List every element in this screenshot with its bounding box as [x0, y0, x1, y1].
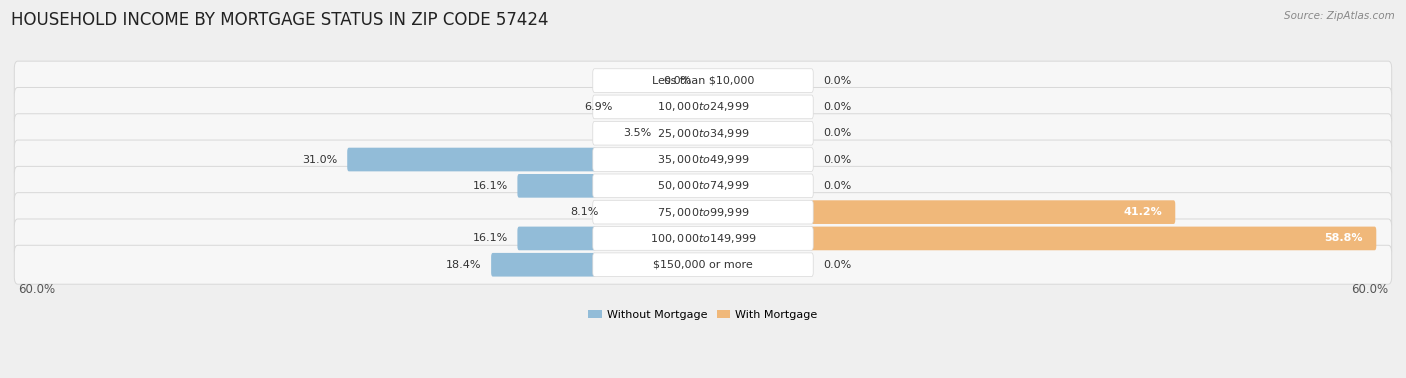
FancyBboxPatch shape [14, 61, 1392, 100]
FancyBboxPatch shape [593, 253, 813, 277]
Text: $100,000 to $149,999: $100,000 to $149,999 [650, 232, 756, 245]
Text: Less than $10,000: Less than $10,000 [652, 76, 754, 85]
Text: $150,000 or more: $150,000 or more [654, 260, 752, 270]
FancyBboxPatch shape [593, 121, 813, 145]
FancyBboxPatch shape [14, 114, 1392, 153]
Text: 60.0%: 60.0% [18, 283, 55, 296]
FancyBboxPatch shape [14, 87, 1392, 126]
Text: 0.0%: 0.0% [823, 155, 851, 164]
FancyBboxPatch shape [517, 174, 596, 198]
Text: 31.0%: 31.0% [302, 155, 337, 164]
FancyBboxPatch shape [14, 140, 1392, 179]
FancyBboxPatch shape [14, 245, 1392, 284]
Text: 0.0%: 0.0% [823, 128, 851, 138]
FancyBboxPatch shape [593, 200, 813, 224]
Text: HOUSEHOLD INCOME BY MORTGAGE STATUS IN ZIP CODE 57424: HOUSEHOLD INCOME BY MORTGAGE STATUS IN Z… [11, 11, 548, 29]
Text: 0.0%: 0.0% [823, 102, 851, 112]
Text: 58.8%: 58.8% [1324, 234, 1364, 243]
Text: $10,000 to $24,999: $10,000 to $24,999 [657, 101, 749, 113]
FancyBboxPatch shape [14, 219, 1392, 258]
Text: $25,000 to $34,999: $25,000 to $34,999 [657, 127, 749, 140]
FancyBboxPatch shape [810, 200, 1175, 224]
Text: $50,000 to $74,999: $50,000 to $74,999 [657, 179, 749, 192]
Text: 16.1%: 16.1% [472, 234, 508, 243]
FancyBboxPatch shape [347, 148, 596, 171]
FancyBboxPatch shape [14, 166, 1392, 205]
FancyBboxPatch shape [491, 253, 596, 277]
Text: 0.0%: 0.0% [823, 76, 851, 85]
Text: 6.9%: 6.9% [585, 102, 613, 112]
Text: 8.1%: 8.1% [571, 207, 599, 217]
FancyBboxPatch shape [14, 193, 1392, 232]
Text: 16.1%: 16.1% [472, 181, 508, 191]
Text: 41.2%: 41.2% [1123, 207, 1163, 217]
FancyBboxPatch shape [593, 226, 813, 250]
FancyBboxPatch shape [593, 95, 813, 119]
Text: 0.0%: 0.0% [664, 76, 692, 85]
Text: Source: ZipAtlas.com: Source: ZipAtlas.com [1284, 11, 1395, 21]
FancyBboxPatch shape [517, 226, 596, 250]
Text: 0.0%: 0.0% [823, 181, 851, 191]
Text: 18.4%: 18.4% [446, 260, 481, 270]
FancyBboxPatch shape [593, 148, 813, 171]
Text: 60.0%: 60.0% [1351, 283, 1388, 296]
FancyBboxPatch shape [593, 174, 813, 198]
Legend: Without Mortgage, With Mortgage: Without Mortgage, With Mortgage [583, 305, 823, 324]
Text: 0.0%: 0.0% [823, 260, 851, 270]
Text: 3.5%: 3.5% [623, 128, 651, 138]
Text: $75,000 to $99,999: $75,000 to $99,999 [657, 206, 749, 218]
FancyBboxPatch shape [593, 69, 813, 93]
FancyBboxPatch shape [810, 226, 1376, 250]
Text: $35,000 to $49,999: $35,000 to $49,999 [657, 153, 749, 166]
